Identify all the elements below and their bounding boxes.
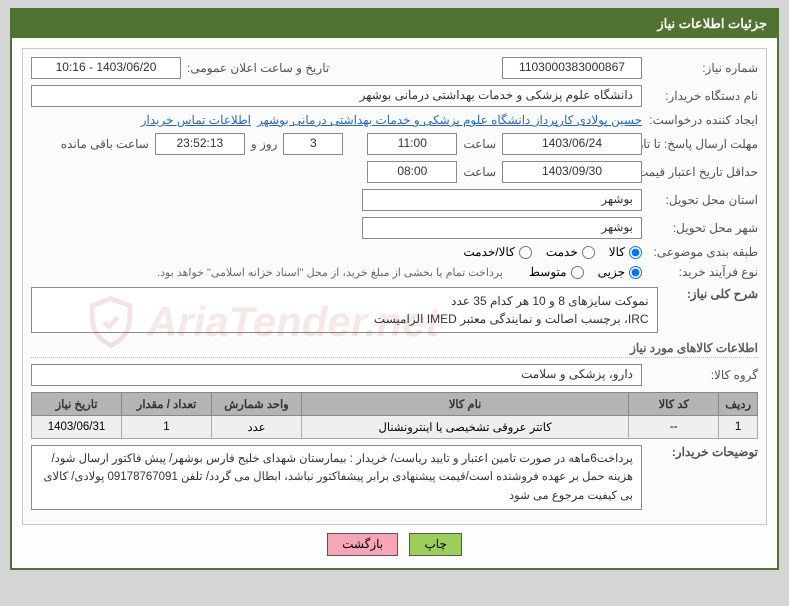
deadline-date-field: 1403/06/24: [502, 133, 642, 155]
radio-goods-service-label: کالا/خدمت: [463, 245, 514, 259]
countdown-days-suffix: روز و: [251, 137, 278, 151]
validity-time-field: 08:00: [367, 161, 457, 183]
process-label: نوع فرآیند خرید:: [648, 265, 758, 279]
radio-goods-input[interactable]: [629, 246, 642, 259]
general-desc-line1: نموکت سایزهای 8 و 10 هر کدام 35 عدد: [40, 292, 649, 310]
table-cell: 1: [719, 416, 758, 439]
table-header: نام کالا: [302, 393, 629, 416]
buyer-org-label: نام دستگاه خریدار:: [648, 89, 758, 103]
announce-field: 1403/06/20 - 10:16: [31, 57, 181, 79]
table-header: تعداد / مقدار: [122, 393, 212, 416]
requester-link[interactable]: حسین پولادی کارپرداز دانشگاه علوم پزشکی …: [257, 113, 642, 127]
goods-group-field: دارو، پزشکی و سلامت: [31, 364, 642, 386]
validity-label: حداقل تاریخ اعتبار قیمت: تا تاریخ:: [648, 165, 758, 179]
deadline-time-field: 11:00: [367, 133, 457, 155]
general-desc-box: نموکت سایزهای 8 و 10 هر کدام 35 عدد IRC،…: [31, 287, 658, 333]
general-desc-line2: IRC، برچسب اصالت و نمایندگی معتبر IMED ا…: [40, 310, 649, 328]
requester-label: ایجاد کننده درخواست:: [648, 113, 758, 127]
radio-goods-service-input[interactable]: [519, 246, 532, 259]
table-row: 1--کاتتر عروقی تشخیصی یا اینترونشنالعدد1…: [32, 416, 758, 439]
radio-goods-service[interactable]: کالا/خدمت: [463, 245, 531, 259]
province-field: بوشهر: [362, 189, 642, 211]
table-cell: کاتتر عروقی تشخیصی یا اینترونشنال: [302, 416, 629, 439]
time-label-2: ساعت: [463, 165, 496, 179]
radio-goods[interactable]: کالا: [609, 245, 642, 259]
table-header: ردیف: [719, 393, 758, 416]
deadline-label: مهلت ارسال پاسخ: تا تاریخ:: [648, 137, 758, 151]
need-number-label: شماره نیاز:: [648, 61, 758, 75]
table-header: واحد شمارش: [212, 393, 302, 416]
table-cell: --: [629, 416, 719, 439]
countdown-suffix: ساعت باقی مانده: [61, 137, 149, 151]
print-button[interactable]: چاپ: [409, 533, 461, 556]
radio-small[interactable]: جزیی: [598, 265, 642, 279]
items-table: ردیفکد کالانام کالاواحد شمارشتعداد / مقد…: [31, 392, 758, 439]
general-desc-label: شرح کلی نیاز:: [664, 287, 758, 301]
table-cell: عدد: [212, 416, 302, 439]
table-cell: 1403/06/31: [32, 416, 122, 439]
countdown-time-field: 23:52:13: [155, 133, 245, 155]
radio-small-label: جزیی: [598, 265, 625, 279]
buyer-note-box: پرداخت6ماهه در صورت تامین اعتبار و تایید…: [31, 445, 642, 510]
table-header: کد کالا: [629, 393, 719, 416]
table-cell: 1: [122, 416, 212, 439]
radio-medium-input[interactable]: [571, 266, 584, 279]
buyer-note-label: توضیحات خریدار:: [648, 445, 758, 459]
radio-small-input[interactable]: [629, 266, 642, 279]
panel-title-bar: جزئیات اطلاعات نیاز: [12, 10, 777, 38]
table-header: تاریخ نیاز: [32, 393, 122, 416]
radio-service-label: خدمت: [546, 245, 578, 259]
announce-label: تاریخ و ساعت اعلان عمومی:: [187, 61, 329, 75]
radio-medium-label: متوسط: [529, 265, 567, 279]
time-label-1: ساعت: [463, 137, 496, 151]
need-number-field: 1103000383000867: [502, 57, 642, 79]
radio-service-input[interactable]: [582, 246, 595, 259]
goods-group-label: گروه کالا:: [648, 368, 758, 382]
radio-medium[interactable]: متوسط: [529, 265, 584, 279]
main-panel: جزئیات اطلاعات نیاز AriaTender.net شماره…: [10, 8, 779, 570]
category-label: طبقه بندی موضوعی:: [648, 245, 758, 259]
validity-date-field: 1403/09/30: [502, 161, 642, 183]
city-field: بوشهر: [362, 217, 642, 239]
goods-section-title: اطلاعات کالاهای مورد نیاز: [31, 341, 758, 358]
radio-goods-label: کالا: [609, 245, 625, 259]
countdown-days-field: 3: [283, 133, 343, 155]
buyer-org-field: دانشگاه علوم پزشکی و خدمات بهداشتی درمان…: [31, 85, 642, 107]
back-button[interactable]: بازگشت: [327, 533, 398, 556]
contact-link[interactable]: اطلاعات تماس خریدار: [141, 113, 251, 127]
radio-service[interactable]: خدمت: [546, 245, 595, 259]
process-note: پرداخت تمام یا بخشی از مبلغ خرید، از محل…: [157, 266, 503, 279]
province-label: استان محل تحویل:: [648, 193, 758, 207]
city-label: شهر محل تحویل:: [648, 221, 758, 235]
